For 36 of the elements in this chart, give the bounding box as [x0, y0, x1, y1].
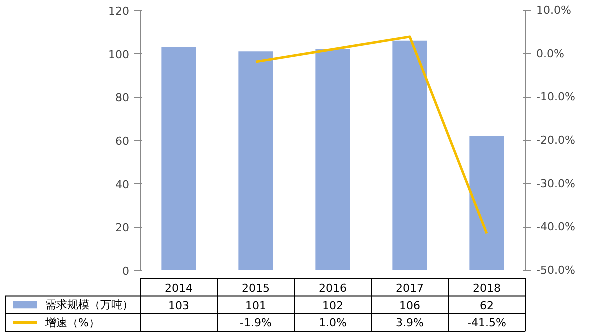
data-label: -41.5%	[468, 316, 506, 330]
data-label: 103	[168, 300, 190, 313]
x-tick-label: 2015	[242, 282, 270, 295]
data-label: 3.9%	[396, 316, 424, 330]
bar	[392, 40, 428, 270]
y-tick-label: 60	[116, 135, 130, 148]
x-tick-label: 2014	[165, 282, 194, 295]
y-tick-label: 80	[116, 92, 130, 105]
x-tick-label: 2016	[319, 282, 348, 295]
bar	[470, 136, 504, 270]
y2-tick-label: -10.0%	[536, 90, 576, 104]
y2-tick-label: -50.0%	[536, 264, 576, 277]
data-label: 62	[480, 300, 494, 313]
y-tick-label: 20	[116, 222, 130, 235]
line-series	[254, 36, 488, 235]
y2-tick-label: -40.0%	[536, 220, 576, 234]
legend-label: 增速（%）	[44, 316, 100, 330]
data-label: 102	[322, 300, 344, 313]
y2-tick-label: 0.0%	[536, 47, 564, 60]
y2-tick-label: -20.0%	[536, 134, 576, 147]
legend-label: 需求规模（万吨）	[46, 298, 134, 312]
data-label: 101	[246, 300, 266, 313]
data-label: 106	[400, 300, 420, 313]
y2-tick-label: -30.0%	[536, 177, 576, 190]
y-tick-label: 0	[122, 265, 130, 278]
x-tick-label: 2018	[473, 282, 502, 295]
y-tick-label: 120	[108, 5, 130, 18]
data-label: -1.9%	[240, 316, 272, 330]
y-tick-label: 40	[116, 178, 130, 192]
x-tick-label: 2017	[396, 282, 424, 295]
data-label: 1.0%	[319, 316, 347, 330]
bar	[238, 52, 274, 270]
y-tick-label: 100	[108, 48, 130, 62]
bar	[162, 47, 196, 270]
y2-tick-label: 10.0%	[536, 4, 572, 17]
bar	[316, 50, 350, 270]
